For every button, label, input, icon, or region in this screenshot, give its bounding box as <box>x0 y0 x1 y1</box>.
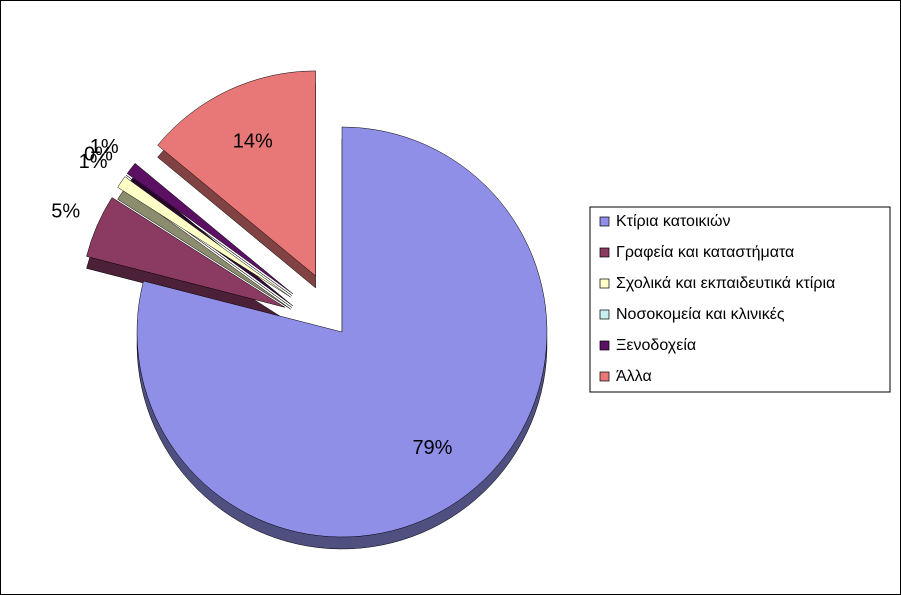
legend-swatch <box>599 278 610 289</box>
legend-label: Γραφεία και καταστήματα <box>616 244 794 261</box>
legend-swatch <box>599 371 610 382</box>
legend-swatch <box>599 247 610 258</box>
data-label: 1% <box>90 136 119 158</box>
slice <box>136 126 548 538</box>
legend-label: Νοσοκομεία και κλινικές <box>616 306 785 323</box>
slice <box>157 70 316 277</box>
legend: Κτίρια κατοικιών Γραφεία και καταστήματα Σ… <box>589 206 891 393</box>
legend-label: Σχολικά και εκπαιδευτικά κτίρια <box>616 275 835 292</box>
data-label: 5% <box>51 201 80 223</box>
slice <box>117 176 291 298</box>
data-label: 1% <box>79 151 108 173</box>
legend-swatch <box>599 216 610 227</box>
data-label: 14% <box>233 131 273 153</box>
data-label: 0% <box>84 143 113 165</box>
legend-label: Άλλα <box>616 368 652 385</box>
slice <box>86 197 286 308</box>
data-label: 79% <box>412 437 452 459</box>
legend-label: Κτίρια κατοικιών <box>616 213 731 230</box>
legend-swatch <box>599 340 610 351</box>
legend-swatch <box>599 309 610 320</box>
slice <box>126 162 294 295</box>
pie: 79% 5% 1%0%1% 14% <box>51 70 548 550</box>
legend-label: Ξενοδοχεία <box>616 337 696 354</box>
legend-box <box>589 206 891 393</box>
